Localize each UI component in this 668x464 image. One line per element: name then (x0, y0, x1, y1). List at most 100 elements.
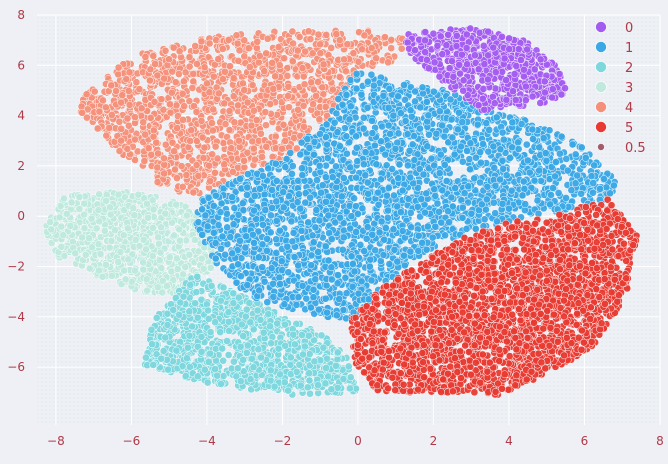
data-point (154, 72, 161, 79)
data-point (205, 315, 212, 322)
data-point (198, 255, 205, 262)
data-point (255, 59, 262, 66)
data-point (221, 68, 228, 75)
data-point (193, 289, 200, 296)
data-point (300, 102, 307, 109)
data-point (97, 250, 104, 257)
data-point (208, 282, 215, 289)
data-point (164, 321, 171, 328)
data-point (267, 323, 274, 330)
data-point (115, 259, 122, 266)
data-point (225, 309, 232, 316)
data-point (263, 143, 270, 150)
data-point (315, 31, 322, 38)
data-point (250, 145, 257, 152)
data-point (459, 158, 466, 165)
data-point (287, 354, 294, 361)
data-point (244, 149, 251, 156)
data-point (219, 345, 226, 352)
data-point (249, 138, 256, 145)
data-point (200, 154, 207, 161)
data-point (223, 337, 230, 344)
data-point (248, 122, 255, 129)
data-point (280, 121, 287, 128)
data-point (141, 157, 148, 164)
data-point (91, 88, 98, 95)
data-point (267, 212, 274, 219)
data-point (305, 332, 312, 339)
data-point (204, 307, 211, 314)
data-point (274, 320, 281, 327)
data-point (245, 45, 252, 52)
data-point (289, 58, 296, 65)
data-point (310, 101, 317, 108)
data-point (306, 351, 313, 358)
data-point (332, 362, 339, 369)
data-point (329, 86, 336, 93)
data-point (115, 191, 122, 198)
data-point (226, 63, 233, 70)
data-point (257, 316, 264, 323)
data-point (150, 206, 157, 213)
data-point (260, 329, 267, 336)
data-point (241, 157, 248, 164)
data-point (207, 329, 214, 336)
data-point (323, 31, 330, 38)
data-point (118, 99, 125, 106)
data-point (149, 341, 156, 348)
data-point (299, 65, 306, 72)
data-point (347, 374, 354, 381)
data-point (81, 224, 88, 231)
data-point (115, 64, 122, 71)
data-point (244, 99, 251, 106)
data-point (131, 267, 138, 274)
data-point (373, 55, 380, 62)
data-point (239, 80, 246, 87)
data-point (161, 75, 168, 82)
data-point (271, 383, 278, 390)
data-point (254, 38, 261, 45)
data-point (230, 300, 237, 307)
data-point (176, 48, 183, 55)
data-point (150, 224, 157, 231)
data-point (319, 84, 326, 91)
data-point (58, 223, 65, 230)
data-point (254, 307, 261, 314)
data-point (88, 244, 95, 251)
data-point (219, 45, 226, 52)
data-point (158, 265, 165, 272)
data-point (148, 151, 155, 158)
data-point (215, 90, 222, 97)
data-point (120, 232, 127, 239)
data-point (119, 92, 126, 99)
data-point (140, 236, 147, 243)
data-point (186, 308, 193, 315)
data-point (158, 224, 165, 231)
data-point (125, 256, 132, 263)
data-point (235, 294, 242, 301)
data-point (302, 48, 309, 55)
data-point (131, 212, 138, 219)
data-point (300, 123, 307, 130)
data-point (171, 232, 178, 239)
data-point (247, 376, 254, 383)
data-point (206, 162, 213, 169)
data-point (314, 382, 321, 389)
data-point (241, 37, 248, 44)
data-point (142, 354, 149, 361)
data-point (201, 64, 208, 71)
data-point (180, 78, 187, 85)
data-point (162, 141, 169, 148)
data-point (276, 62, 283, 69)
data-point (301, 81, 308, 88)
data-point (58, 243, 65, 250)
data-point (249, 82, 256, 89)
data-point (117, 249, 124, 256)
data-point (201, 144, 208, 151)
data-point (194, 373, 201, 380)
data-point (221, 100, 228, 107)
data-point (217, 380, 224, 387)
data-point (401, 262, 408, 269)
data-point (102, 104, 109, 111)
